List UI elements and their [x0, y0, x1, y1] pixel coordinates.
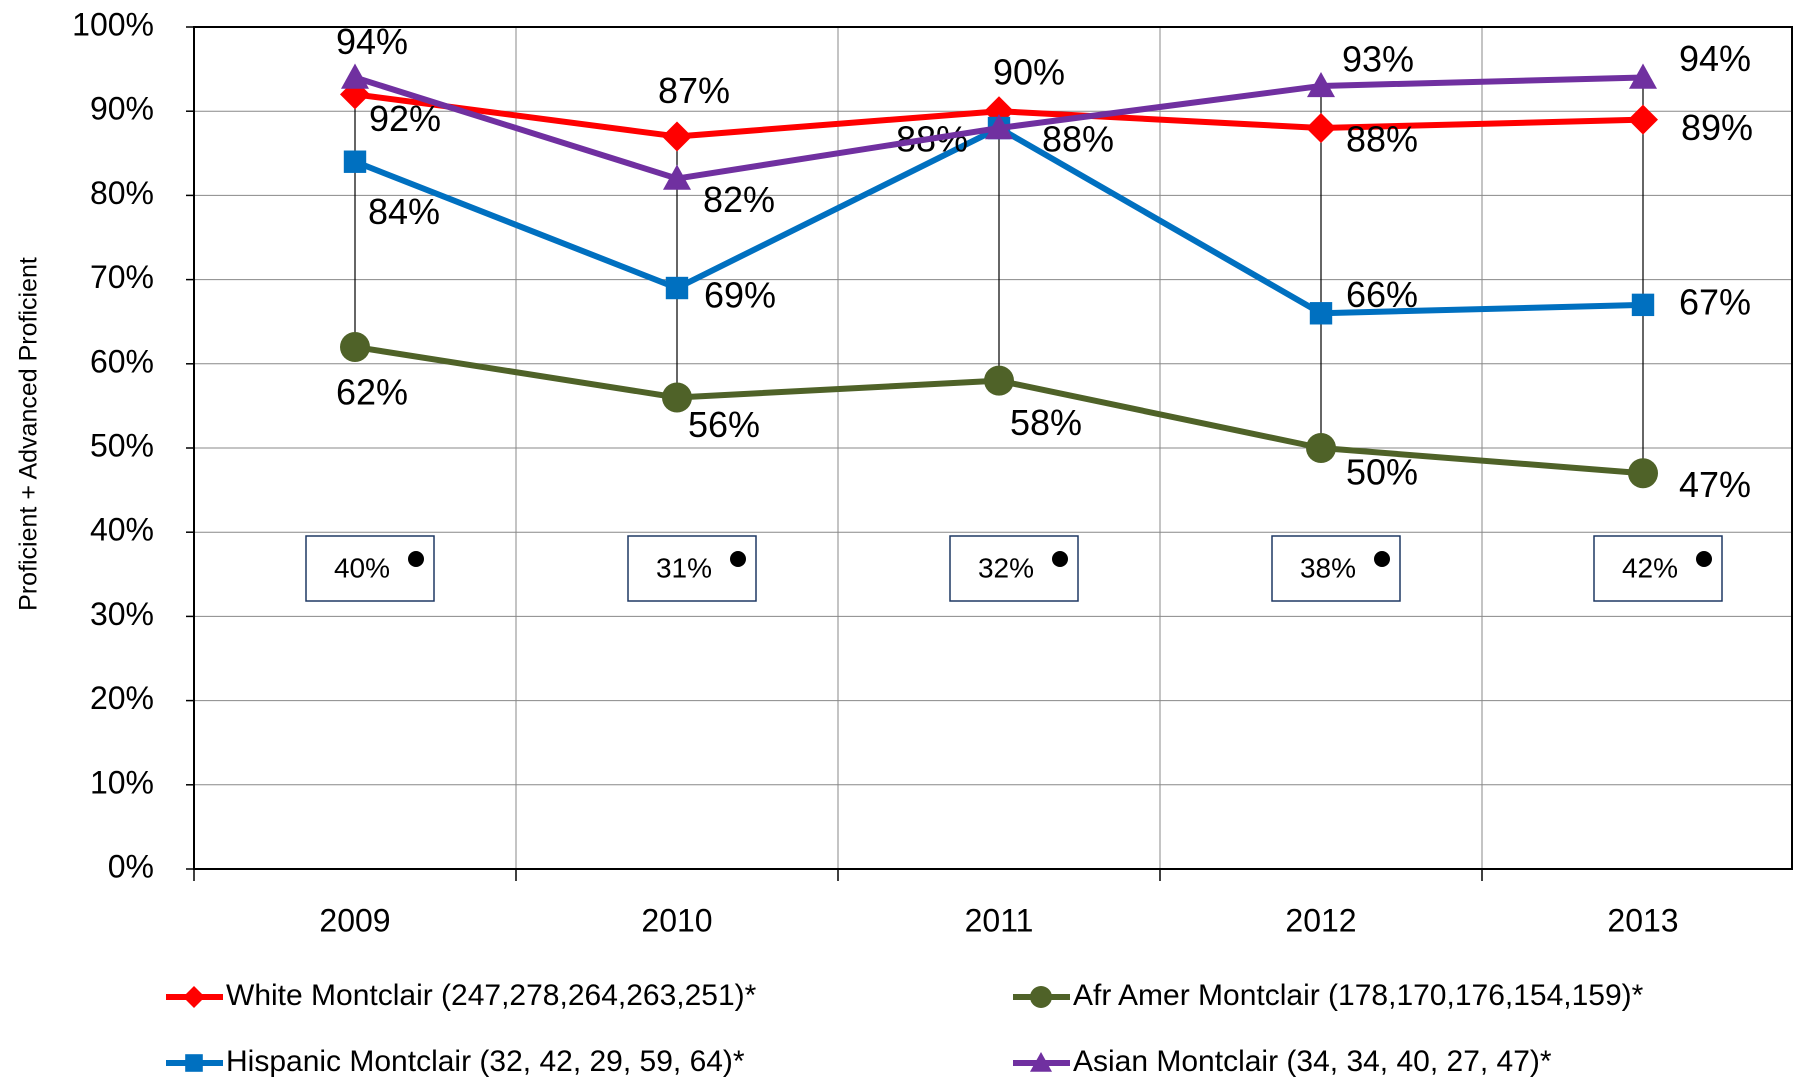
annotation-dot: [408, 551, 424, 567]
y-tick-label: 60%: [90, 343, 154, 379]
data-label: 88%: [1042, 119, 1114, 160]
data-label: 87%: [658, 70, 730, 111]
data-label: 58%: [1010, 402, 1082, 443]
annotation-box: [305, 535, 435, 602]
marker: [1628, 458, 1658, 489]
y-tick-label: 20%: [90, 680, 154, 716]
marker: [343, 150, 367, 173]
data-label: 94%: [1679, 38, 1751, 79]
x-tick-label: 2013: [1607, 902, 1678, 938]
annotation-dot: [1696, 551, 1712, 567]
marker: [1307, 71, 1335, 98]
marker: [984, 365, 1014, 396]
data-label: 69%: [704, 275, 776, 316]
x-tick-label: 2012: [1285, 902, 1356, 938]
data-label: 62%: [336, 371, 408, 412]
annotation-box: [1593, 535, 1723, 602]
data-label: 93%: [1342, 38, 1414, 79]
data-label: 90%: [993, 52, 1065, 93]
marker: [1628, 104, 1658, 135]
y-tick-label: 90%: [90, 91, 154, 127]
legend-marker: [185, 1054, 203, 1072]
plot-frame: [193, 26, 1793, 870]
annotation-dot: [1374, 551, 1390, 567]
y-tick-label: 70%: [90, 259, 154, 295]
marker: [985, 114, 1013, 140]
marker: [1306, 113, 1336, 144]
data-label: 66%: [1346, 274, 1418, 315]
marker: [665, 276, 689, 300]
data-label: 94%: [336, 21, 408, 62]
annotation-label: 40%: [334, 552, 390, 583]
legend-label: White Montclair (247,278,264,263,251)*: [226, 979, 757, 1012]
y-tick-label: 100%: [72, 6, 154, 42]
data-label: 84%: [368, 191, 440, 232]
annotation-label: 31%: [656, 552, 712, 583]
y-tick-label: 80%: [90, 175, 154, 211]
legend-label: Asian Montclair (34, 34, 40, 27, 47)*: [1073, 1045, 1552, 1078]
data-label: 88%: [1346, 119, 1418, 160]
marker: [1309, 302, 1333, 325]
x-tick-label: 2011: [965, 902, 1034, 938]
data-label: 50%: [1346, 452, 1418, 493]
annotation-box: [949, 535, 1079, 602]
data-label: 67%: [1679, 281, 1751, 322]
y-tick-label: 10%: [90, 764, 154, 800]
annotation-label: 32%: [978, 552, 1034, 583]
marker: [662, 382, 692, 413]
data-label: 92%: [369, 98, 441, 139]
data-label: 82%: [703, 179, 775, 220]
data-label: 89%: [1681, 107, 1753, 148]
annotation-label: 38%: [1300, 552, 1356, 583]
data-label: 47%: [1679, 464, 1751, 505]
data-label: 56%: [688, 404, 760, 445]
x-tick-label: 2010: [641, 902, 712, 938]
y-tick-label: 30%: [90, 596, 154, 632]
marker: [341, 63, 369, 89]
legend-marker: [1030, 986, 1052, 1008]
legend-marker: [183, 986, 205, 1008]
x-tick-label: 2009: [319, 902, 390, 938]
marker: [1629, 63, 1657, 89]
y-tick-label: 40%: [90, 512, 154, 548]
y-tick-label: 0%: [108, 848, 154, 884]
y-tick-label: 50%: [90, 427, 154, 463]
annotation-dot: [730, 551, 746, 567]
marker: [1306, 433, 1336, 463]
legend-label: Hispanic Montclair (32, 42, 29, 59, 64)*: [226, 1045, 745, 1078]
annotation-box: [1271, 535, 1401, 602]
legend-label: Afr Amer Montclair (178,170,176,154,159)…: [1073, 979, 1644, 1012]
marker: [663, 164, 691, 190]
annotation-box: [627, 535, 757, 602]
marker: [1631, 293, 1655, 317]
legend-marker: [1030, 1052, 1052, 1072]
marker: [662, 121, 692, 152]
marker: [340, 331, 370, 362]
annotation-dot: [1052, 551, 1068, 567]
annotation-label: 42%: [1622, 552, 1678, 583]
y-axis-title: Proficient + Advanced Proficient: [15, 257, 43, 611]
